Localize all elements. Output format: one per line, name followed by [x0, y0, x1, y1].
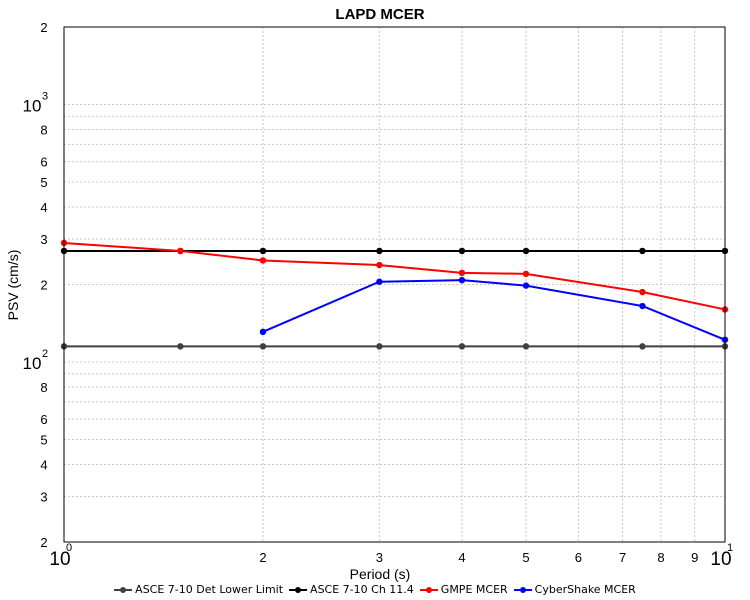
y-tick-label-80: 8 — [40, 380, 47, 395]
y-tick-label-200: 2 — [40, 278, 47, 293]
x-tick-label-6: 6 — [575, 550, 582, 565]
legend-item-gmpe-mcer: GMPE MCER — [419, 583, 508, 596]
data-point-cybershake-mcer-2 — [458, 276, 466, 284]
y-tick-label-20: 2 — [40, 535, 47, 550]
data-point-gmpe-mcer-6 — [639, 288, 646, 296]
legend-item-ch-11-4: ASCE 7-10 Ch 11.4 — [289, 583, 414, 596]
legend-item-det-lower-limit: ASCE 7-10 Det Lower Limit — [114, 583, 283, 596]
plot-frame — [63, 26, 726, 543]
data-point-asce-7-10-ch-11-4-4 — [458, 247, 466, 255]
chart-title: LAPD MCER — [335, 6, 424, 23]
y-major-tick-label-100: 10 — [23, 354, 42, 373]
data-point-asce-7-10-ch-11-4-3 — [376, 247, 383, 255]
legend-label-det-lower-limit: ASCE 7-10 Det Lower Limit — [135, 583, 284, 596]
series-line-cybershake-mcer — [262, 279, 726, 341]
legend: ASCE 7-10 Det Lower Limit ASCE 7-10 Ch 1… — [0, 583, 750, 596]
series-cybershake-mcer — [259, 276, 729, 343]
series-asce-7-10-det-lower-limit — [60, 343, 729, 350]
y-tick-label-600: 6 — [40, 155, 47, 170]
x-tick-label-5: 5 — [522, 550, 529, 565]
y-tick-label-400: 4 — [40, 200, 47, 215]
x-major-tick-label-10: 10 — [710, 549, 731, 570]
x-tick-label-7: 7 — [619, 550, 626, 565]
data-point-cybershake-mcer-4 — [639, 302, 646, 310]
legend-swatch-det-lower-limit — [114, 585, 133, 595]
y-tick-label-50: 5 — [40, 433, 47, 448]
x-major-tick-label-1: 10 — [49, 549, 70, 570]
x-axis-label: Period (s) — [350, 566, 411, 582]
data-point-gmpe-mcer-5 — [522, 270, 530, 278]
x-tick-label-3: 3 — [376, 550, 383, 565]
legend-item-cybershake-mcer: CyberShake MCER — [513, 583, 636, 596]
data-point-gmpe-mcer-3 — [376, 261, 383, 269]
data-point-asce-7-10-ch-11-4-6 — [639, 247, 646, 255]
x-tick-label-2: 2 — [259, 550, 266, 565]
data-point-asce-7-10-ch-11-4-5 — [522, 247, 530, 255]
data-point-asce-7-10-det-lower-limit-3 — [376, 343, 383, 350]
y-major-tick-exponent-100: 2 — [42, 348, 48, 360]
plot-area — [64, 27, 725, 542]
y-major-tick-label-1000: 10 — [23, 97, 42, 116]
x-major-tick-exponent-10: 1 — [727, 542, 733, 554]
legend-label-gmpe-mcer: GMPE MCER — [440, 583, 508, 596]
data-point-asce-7-10-det-lower-limit-4 — [458, 343, 466, 350]
legend-swatch-ch-11-4 — [289, 585, 308, 595]
legend-label-ch-11-4: ASCE 7-10 Ch 11.4 — [310, 583, 414, 596]
legend-label-cybershake-mcer: CyberShake MCER — [534, 583, 636, 596]
data-point-gmpe-mcer-4 — [458, 269, 466, 277]
x-tick-label-8: 8 — [657, 550, 664, 565]
series-line-gmpe-mcer — [63, 241, 726, 311]
y-tick-label-60: 6 — [40, 412, 47, 427]
series-layer — [60, 239, 729, 350]
data-point-asce-7-10-det-lower-limit-6 — [639, 343, 646, 350]
data-point-gmpe-mcer-1 — [177, 247, 184, 255]
data-point-asce-7-10-det-lower-limit-1 — [177, 343, 184, 350]
data-point-cybershake-mcer-0 — [259, 328, 267, 336]
y-major-tick-exponent-1000: 3 — [42, 91, 48, 103]
y-tick-label-30: 3 — [40, 490, 47, 505]
legend-swatch-gmpe-mcer — [419, 585, 438, 595]
data-point-asce-7-10-ch-11-4-2 — [259, 247, 267, 255]
y-tick-label-800: 8 — [40, 122, 47, 137]
x-major-tick-exponent-1: 0 — [66, 542, 72, 554]
y-tick-label-300: 3 — [40, 232, 47, 247]
y-tick-label-500: 5 — [40, 175, 47, 190]
data-point-gmpe-mcer-2 — [259, 257, 267, 264]
data-point-cybershake-mcer-1 — [376, 278, 383, 285]
data-point-cybershake-mcer-3 — [522, 282, 530, 289]
x-tick-label-4: 4 — [458, 550, 465, 565]
data-point-asce-7-10-det-lower-limit-2 — [259, 343, 267, 350]
data-point-asce-7-10-det-lower-limit-5 — [522, 343, 530, 350]
y-axis-label: PSV (cm/s) — [5, 250, 21, 321]
legend-swatch-cybershake-mcer — [513, 585, 532, 595]
y-tick-label-40: 4 — [40, 457, 47, 472]
y-tick-label-2000: 2 — [40, 20, 47, 35]
x-tick-label-9: 9 — [691, 550, 698, 565]
